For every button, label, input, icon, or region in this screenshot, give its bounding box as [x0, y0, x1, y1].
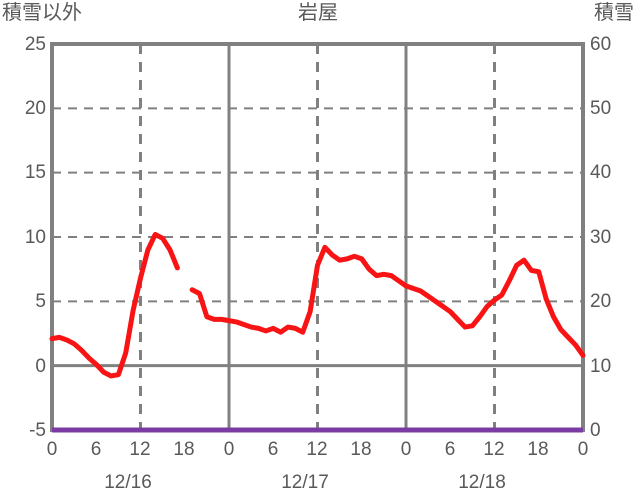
left-axis-title: 積雪以外	[2, 2, 82, 24]
x-tick-11: 18	[527, 439, 549, 460]
y-tick-left-2: 15	[24, 162, 46, 183]
series-line-non-snow	[49, 231, 586, 379]
x-tick-12: 0	[577, 439, 589, 460]
y-tick-left-4: 5	[35, 291, 46, 312]
y-tick-right-2: 40	[590, 162, 612, 183]
x-tick-8: 0	[400, 439, 412, 460]
y-tick-left-1: 20	[24, 98, 46, 119]
x-tick-6: 12	[306, 439, 328, 460]
x-tick-10: 12	[483, 439, 505, 460]
y-tick-left-0: 25	[24, 34, 46, 55]
right-axis-title: 積雪	[594, 2, 634, 24]
y-tick-right-3: 30	[590, 227, 612, 248]
y-tick-right-4: 20	[590, 291, 612, 312]
y-tick-left-5: 0	[35, 356, 46, 377]
day-label-2: 12/18	[458, 472, 506, 493]
x-tick-0: 0	[46, 439, 58, 460]
y-tick-left-3: 10	[24, 227, 46, 248]
day-label-0: 12/16	[104, 472, 152, 493]
y-tick-right-0: 60	[590, 34, 612, 55]
x-tick-9: 6	[444, 439, 456, 460]
x-tick-3: 18	[173, 439, 195, 460]
day-label-1: 12/17	[281, 472, 329, 493]
x-tick-7: 18	[350, 439, 372, 460]
x-tick-4: 0	[223, 439, 235, 460]
y-tick-right-5: 10	[590, 356, 612, 377]
y-tick-right-6: 0	[590, 420, 601, 441]
x-tick-1: 6	[90, 439, 102, 460]
y-tick-left-6: -5	[29, 420, 46, 441]
y-tick-right-1: 50	[590, 98, 612, 119]
page-title: 岩屋	[298, 2, 338, 24]
x-tick-5: 6	[267, 439, 279, 460]
x-tick-2: 12	[129, 439, 151, 460]
